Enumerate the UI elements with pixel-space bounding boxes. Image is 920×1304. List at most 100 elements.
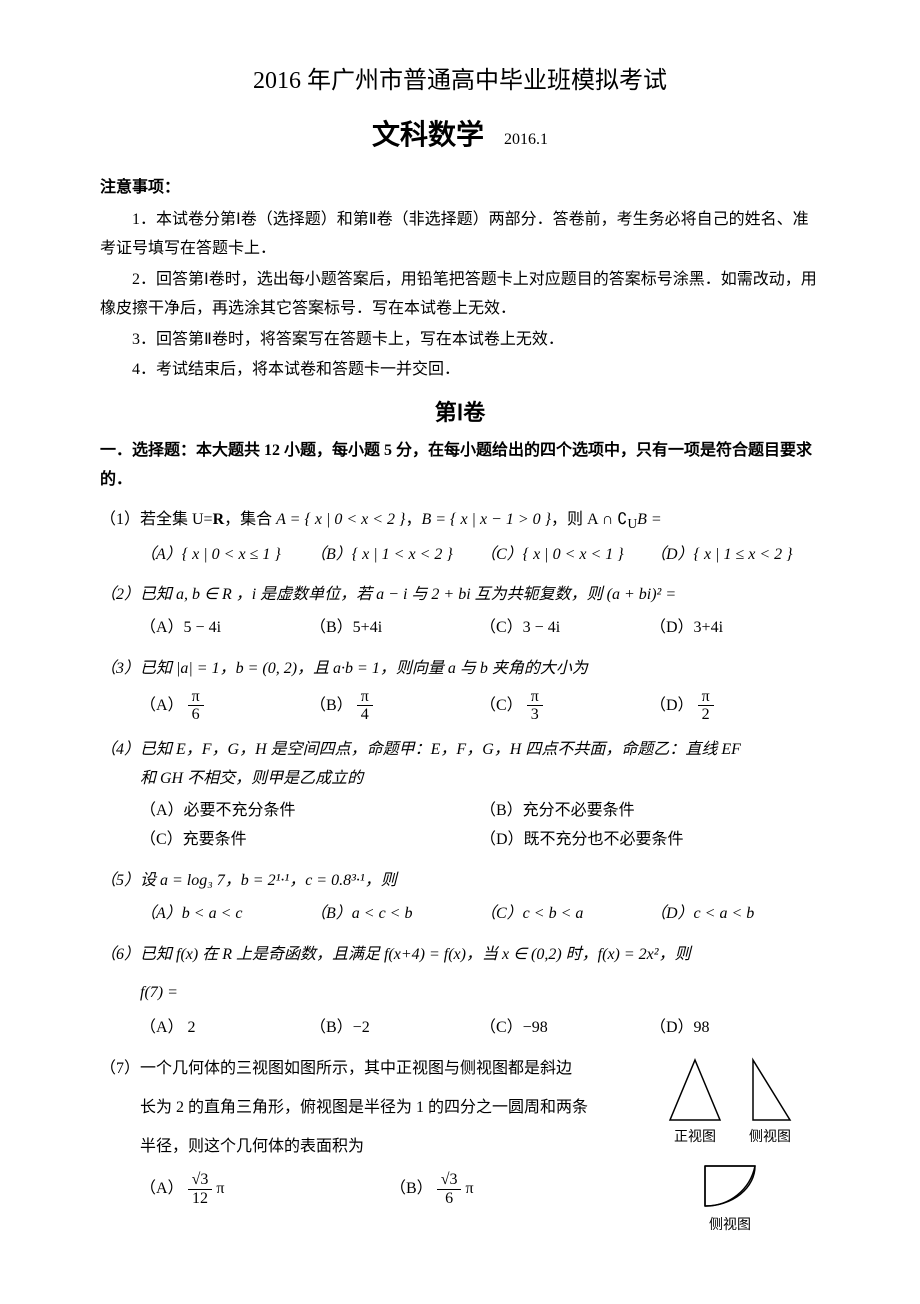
q3-options: （A） π 6 （B） π 4 （C） π 3 （D） π 2 (140, 688, 820, 724)
q2-option-c: （C）3 − 4i (480, 614, 650, 643)
part1-heading: 第Ⅰ卷 (100, 393, 820, 433)
q4-option-b: （B）充分不必要条件 (480, 797, 820, 826)
subject-title: 文科数学 (372, 120, 484, 151)
q7-figures: 正视图 侧视图 侧视图 (640, 1055, 820, 1238)
q7-a-fraction: √3 12 (188, 1171, 213, 1207)
q7-a-num: √3 (188, 1171, 213, 1190)
q5-stem: （5）设 a = log₃ 7，b = 2¹·¹，c = 0.8³·¹，则 (100, 867, 820, 896)
q7-top-figures-row: 正视图 侧视图 (640, 1055, 820, 1150)
question-4: （4）已知 E，F，G，H 是空间四点，命题甲：E，F，G，H 四点不共面，命题… (100, 736, 820, 855)
triangle-side-icon (745, 1055, 795, 1125)
q7-b-suffix: π (465, 1180, 473, 1197)
q1-option-d: （D）{ x | 1 ≤ x < 2 } (650, 541, 820, 570)
q7-a-label: （A） (140, 1180, 184, 1197)
q3-b-den: 4 (357, 706, 373, 724)
q2-stem: （2）已知 a, b ∈ R ，i 是虚数单位，若 a − i 与 2 + bi… (100, 581, 820, 610)
q3-option-a: （A） π 6 (140, 688, 310, 724)
notice-item-2: 2．回答第Ⅰ卷时，选出每小题答案后，用铅笔把答题卡上对应题目的答案标号涂黑．如需… (100, 266, 820, 324)
q3-c-num: π (527, 688, 543, 707)
section-description: 一．选择题：本大题共 12 小题，每小题 5 分，在每小题给出的四个选项中，只有… (100, 437, 820, 495)
q3-d-num: π (698, 688, 714, 707)
q3-option-b: （B） π 4 (310, 688, 480, 724)
q3-a-den: 6 (188, 706, 204, 724)
q1-text-mid: ，集合 (224, 511, 276, 528)
q1-stem: （1）若全集 U=R，集合 A = { x | 0 < x < 2 }，B = … (100, 506, 820, 536)
q1-text-pre: （1）若全集 U= (100, 511, 213, 528)
q6-options: （A） 2 （B）−2 （C）−98 （D）98 (140, 1014, 820, 1043)
q3-d-label: （D） (650, 696, 694, 713)
q1-comma-1: ， (405, 511, 421, 528)
q4-stem-line2: 和 GH 不相交，则甲是乙成立的 (140, 765, 820, 794)
q7-front-label: 正视图 (665, 1125, 725, 1150)
notice-item-3: 3．回答第Ⅱ卷时，将答案写在答题卡上，写在本试卷上无效． (100, 326, 820, 355)
q5-option-b: （B）a < c < b (310, 900, 480, 929)
q3-option-c: （C） π 3 (480, 688, 650, 724)
q7-b-label: （B） (390, 1180, 433, 1197)
q5-option-c: （C）c < b < a (480, 900, 650, 929)
q1-option-a: （A）{ x | 0 < x ≤ 1 } (140, 541, 310, 570)
q7-line2: 长为 2 的直角三角形，俯视图是半径为 1 的四分之一圆周和两条 (140, 1094, 640, 1123)
q3-d-den: 2 (698, 706, 714, 724)
notice-item-1: 1．本试卷分第Ⅰ卷（选择题）和第Ⅱ卷（非选择题）两部分．答卷前，考生务必将自己的… (100, 206, 820, 264)
q6-option-b: （B）−2 (310, 1014, 480, 1043)
q3-c-den: 3 (527, 706, 543, 724)
notice-heading: 注意事项： (100, 174, 820, 203)
q2-option-a: （A）5 − 4i (140, 614, 310, 643)
notice-item-4: 4．考试结束后，将本试卷和答题卡一并交回． (100, 356, 820, 385)
q3-c-fraction: π 3 (527, 688, 543, 724)
q5-option-a: （A）b < a < c (140, 900, 310, 929)
q5-options: （A）b < a < c （B）a < c < b （C）c < b < a （… (140, 900, 820, 929)
q3-b-fraction: π 4 (357, 688, 373, 724)
q1-text-end: B = (637, 511, 662, 528)
q3-d-fraction: π 2 (698, 688, 714, 724)
exam-date: 2016.1 (504, 131, 548, 148)
q7-b-den: 6 (437, 1190, 462, 1208)
q7-side-label: 侧视图 (745, 1125, 795, 1150)
q4-option-d: （D）既不充分也不必要条件 (480, 826, 820, 855)
q7-options: （A） √3 12 π （B） √3 6 π (140, 1171, 640, 1207)
q3-c-label: （C） (480, 696, 523, 713)
question-2: （2）已知 a, b ∈ R ，i 是虚数单位，若 a − i 与 2 + bi… (100, 581, 820, 643)
q7-b-num: √3 (437, 1171, 462, 1190)
triangle-front-icon (665, 1055, 725, 1125)
question-7: （7）一个几何体的三视图如图所示，其中正视图与侧视图都是斜边 长为 2 的直角三… (100, 1055, 820, 1238)
q3-b-num: π (357, 688, 373, 707)
q1-text-post: ，则 A ∩ ∁ (551, 511, 627, 528)
q3-a-num: π (188, 688, 204, 707)
q7-a-suffix: π (216, 1180, 224, 1197)
q4-option-c: （C）充要条件 (140, 826, 480, 855)
q3-option-d: （D） π 2 (650, 688, 820, 724)
q3-a-label: （A） (140, 696, 184, 713)
q2-option-b: （B）5+4i (310, 614, 480, 643)
question-5: （5）设 a = log₃ 7，b = 2¹·¹，c = 0.8³·¹，则 （A… (100, 867, 820, 929)
q2-option-d: （D）3+4i (650, 614, 820, 643)
q1-set-B: B = { x | x − 1 > 0 } (421, 511, 551, 528)
quarter-circle-icon (695, 1158, 765, 1213)
q6-stem-line1: （6）已知 f(x) 在 R 上是奇函数，且满足 f(x+4) = f(x)，当… (100, 941, 820, 970)
q3-b-label: （B） (310, 696, 353, 713)
q4-options: （A）必要不充分条件 （B）充分不必要条件 （C）充要条件 （D）既不充分也不必… (140, 797, 820, 855)
q6-option-d: （D）98 (650, 1014, 820, 1043)
q7-a-den: 12 (188, 1190, 213, 1208)
q7-option-b: （B） √3 6 π (390, 1171, 640, 1207)
q1-options: （A）{ x | 0 < x ≤ 1 } （B）{ x | 1 < x < 2 … (140, 541, 820, 570)
q1-set-R: R (213, 511, 225, 528)
q7-top-label: 侧视图 (640, 1213, 820, 1238)
q2-options: （A）5 − 4i （B）5+4i （C）3 − 4i （D）3+4i (140, 614, 820, 643)
q7-option-a: （A） √3 12 π (140, 1171, 390, 1207)
q7-side-view: 侧视图 (745, 1055, 795, 1150)
q4-option-a: （A）必要不充分条件 (140, 797, 480, 826)
q1-option-b: （B）{ x | 1 < x < 2 } (310, 541, 480, 570)
q7-front-view: 正视图 (665, 1055, 725, 1150)
question-3: （3）已知 |a| = 1，b = (0, 2)，且 a·b = 1，则向量 a… (100, 655, 820, 724)
q6-option-c: （C）−98 (480, 1014, 650, 1043)
q6-stem-line2: f(7) = (140, 979, 820, 1008)
question-1: （1）若全集 U=R，集合 A = { x | 0 < x < 2 }，B = … (100, 506, 820, 569)
question-6: （6）已知 f(x) 在 R 上是奇函数，且满足 f(x+4) = f(x)，当… (100, 941, 820, 1043)
q5-option-d: （D）c < a < b (650, 900, 820, 929)
subtitle-row: 文科数学 2016.1 (100, 111, 820, 161)
q7-top-view: 侧视图 (640, 1158, 820, 1238)
q7-line3: 半径，则这个几何体的表面积为 (140, 1133, 640, 1162)
q4-stem-line1: （4）已知 E，F，G，H 是空间四点，命题甲：E，F，G，H 四点不共面，命题… (100, 736, 820, 765)
q7-line1: （7）一个几何体的三视图如图所示，其中正视图与侧视图都是斜边 (100, 1055, 640, 1084)
